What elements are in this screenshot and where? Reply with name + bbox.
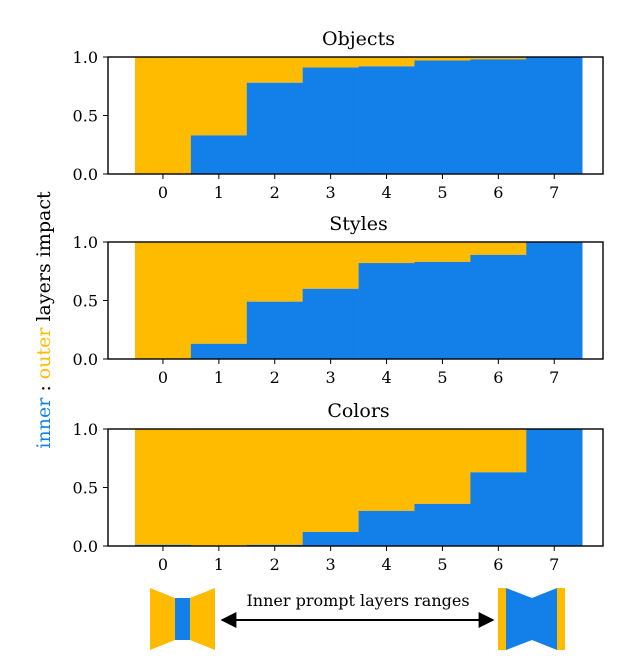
- y-axis-label-separator: :: [33, 379, 55, 397]
- bar-inner-1: [190, 343, 248, 359]
- x-tick-label: 4: [381, 183, 391, 202]
- x-tick-label: 1: [214, 183, 224, 202]
- x-tick-label: 5: [437, 368, 447, 387]
- y-tick-label: 1.0: [73, 233, 98, 252]
- bar-inner-4: [358, 66, 415, 174]
- x-tick-label: 7: [549, 555, 559, 574]
- bar-inner-5: [414, 503, 471, 546]
- bar-outer-2: [246, 429, 303, 545]
- x-tick-label: 1: [214, 368, 224, 387]
- bar-inner-7: [526, 57, 583, 174]
- x-tick-label: 6: [493, 183, 503, 202]
- bar-outer-1: [190, 242, 248, 344]
- y-tick-label: 0.0: [73, 350, 98, 369]
- panel-title: Colors: [327, 400, 389, 422]
- y-tick-label: 0.5: [73, 479, 98, 498]
- x-tick-label: 0: [158, 183, 168, 202]
- x-tick-label: 2: [270, 183, 280, 202]
- bar-inner-4: [358, 263, 415, 359]
- bar-outer-4: [358, 242, 415, 264]
- bar-inner-6: [470, 472, 527, 546]
- x-tick-label: 0: [158, 555, 168, 574]
- x-tick-label: 0: [158, 368, 168, 387]
- bar-outer-3: [302, 57, 359, 68]
- bar-inner-6: [470, 254, 527, 359]
- bar-inner-7: [526, 429, 583, 546]
- y-tick-label: 1.0: [73, 420, 98, 439]
- bar-outer-4: [358, 429, 415, 511]
- y-axis-label-rest: layers impact: [33, 191, 55, 328]
- bar-inner-1: [190, 135, 248, 174]
- y-axis-label-outer: outer: [33, 327, 55, 380]
- bar-inner-4: [358, 510, 415, 546]
- x-tick-label: 5: [437, 183, 447, 202]
- bar-inner-5: [414, 60, 471, 175]
- range-arrow-label: Inner prompt layers ranges: [246, 591, 469, 610]
- x-tick-label: 7: [549, 183, 559, 202]
- narrow-inner-layers-icon: [150, 588, 215, 650]
- bar-inner-2: [246, 301, 303, 359]
- chart-panels: 0 1 2 3 4 5 6 7 0.0 0.5 1.0 Objects 0 1 2 3 4 5 6 7 0.0 0.5 1.…: [73, 28, 604, 574]
- bar-outer-0: [135, 57, 192, 174]
- wide-inner-layers-icon: [498, 588, 565, 650]
- y-axis-label-inner: inner: [33, 397, 55, 449]
- panel-title: Styles: [329, 213, 387, 235]
- bar-outer-3: [302, 242, 359, 289]
- x-tick-label: 2: [270, 368, 280, 387]
- y-tick-label: 1.0: [73, 48, 98, 67]
- bar-outer-2: [246, 242, 303, 302]
- bar-outer-4: [358, 57, 415, 67]
- bar-outer-6: [470, 429, 527, 473]
- bar-outer-5: [414, 57, 471, 61]
- bar-inner-5: [414, 261, 471, 359]
- bar-outer-5: [414, 429, 471, 504]
- y-tick-label: 0.0: [73, 537, 98, 556]
- x-tick-label: 4: [381, 368, 391, 387]
- bar-outer-1: [190, 429, 248, 546]
- x-tick-label: 2: [270, 555, 280, 574]
- bar-outer-3: [302, 429, 359, 532]
- chart-panel-objects: 0 1 2 3 4 5 6 7 0.0 0.5 1.0 Objects: [73, 28, 604, 202]
- range-annotation: Inner prompt layers ranges: [150, 588, 565, 650]
- x-tick-label: 6: [493, 368, 503, 387]
- bar-outer-6: [470, 57, 527, 60]
- x-tick-label: 7: [549, 368, 559, 387]
- bar-outer-2: [246, 57, 303, 83]
- bar-inner-6: [470, 59, 527, 175]
- bar-inner-3: [302, 288, 359, 359]
- bar-inner-3: [302, 531, 359, 546]
- bar-inner-2: [246, 82, 303, 174]
- bar-inner-3: [302, 67, 359, 174]
- x-tick-label: 4: [381, 555, 391, 574]
- bar-outer-6: [470, 242, 527, 255]
- bar-outer-1: [190, 57, 248, 136]
- bar-outer-0: [135, 429, 192, 545]
- x-tick-label: 1: [214, 555, 224, 574]
- y-tick-label: 0.0: [73, 165, 98, 184]
- chart-panel-colors: 0 1 2 3 4 5 6 7 0.0 0.5 1.0 Colors: [73, 400, 604, 574]
- bar-outer-5: [414, 242, 471, 262]
- bar-inner-7: [526, 242, 583, 359]
- x-tick-label: 3: [326, 555, 336, 574]
- x-tick-label: 6: [493, 555, 503, 574]
- x-tick-label: 5: [437, 555, 447, 574]
- x-tick-label: 3: [326, 368, 336, 387]
- y-tick-label: 0.5: [73, 292, 98, 311]
- x-tick-label: 3: [326, 183, 336, 202]
- y-axis-label: inner : outer layers impact: [33, 191, 55, 449]
- panel-title: Objects: [322, 28, 395, 50]
- chart-panel-styles: 0 1 2 3 4 5 6 7 0.0 0.5 1.0 Styles: [73, 213, 604, 387]
- bar-outer-0: [135, 242, 192, 359]
- y-tick-label: 0.5: [73, 107, 98, 126]
